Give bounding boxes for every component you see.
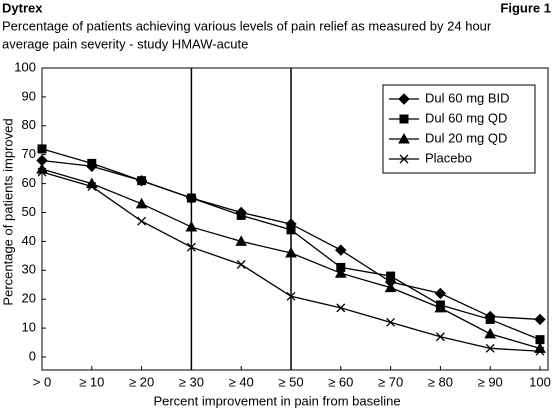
y-tick-label: 30 [22,262,36,277]
marker [485,343,495,353]
header-right: Figure 1 [500,0,551,15]
marker [435,332,445,342]
marker [399,154,409,164]
y-tick-label: 80 [22,117,36,132]
x-axis-label: Percent improvement in pain from baselin… [153,393,400,408]
marker [386,271,396,281]
marker [286,291,296,301]
legend-label: Dul 20 mg QD [425,130,507,145]
y-tick-label: 100 [14,59,36,74]
x-tick-label: 100 [529,374,551,389]
legend-label: Placebo [425,150,472,165]
y-tick-label: 10 [22,320,36,335]
marker [87,182,97,191]
marker [186,242,196,252]
marker [137,176,147,186]
marker [236,260,246,269]
marker [534,313,546,326]
marker [434,301,447,313]
marker [384,281,397,293]
plot-frame [41,67,549,371]
x-tick-label: ≥ 40 [229,374,254,389]
marker [135,197,148,209]
marker [186,193,196,203]
x-tick-label: ≥ 20 [129,374,154,389]
header-left: Dytrex [2,0,43,15]
x-tick-label: > 0 [33,374,51,389]
marker [398,93,410,105]
legend-label: Dul 60 mg BID [425,90,510,105]
marker [535,346,545,356]
y-tick-label: 60 [22,175,36,190]
y-tick-label: 20 [22,291,36,306]
marker [335,244,347,256]
chart-subtitle: average pain severity - study HMAW-acute [2,36,248,51]
marker [336,303,346,313]
marker [87,158,97,168]
marker [334,267,347,278]
marker [286,225,296,235]
x-tick-label: ≥ 60 [328,374,353,389]
y-axis-label: Percentage of patients improved [0,118,15,305]
marker [434,287,447,300]
marker [285,246,297,258]
x-tick-label: ≥ 50 [278,374,303,389]
marker [484,327,497,339]
y-tick-label: 50 [22,204,36,219]
marker [137,216,147,226]
y-tick-label: 90 [22,88,36,103]
chart-title: Percentage of patients achieving various… [2,18,492,33]
marker [398,132,410,144]
x-tick-label: ≥ 30 [179,374,204,389]
x-tick-label: ≥ 70 [378,374,403,389]
marker [185,220,198,232]
y-tick-label: 70 [22,146,36,161]
marker [399,114,409,124]
marker [37,144,47,154]
marker [37,167,47,177]
legend-label: Dul 60 mg QD [425,110,507,125]
y-tick-label: 40 [22,233,36,248]
x-tick-label: ≥ 10 [79,374,104,389]
marker [386,317,396,327]
marker [236,210,246,220]
x-tick-label: ≥ 80 [428,374,453,389]
marker [485,314,495,324]
marker [235,235,248,246]
x-tick-label: ≥ 90 [478,374,503,389]
y-tick-label: 0 [29,348,36,363]
